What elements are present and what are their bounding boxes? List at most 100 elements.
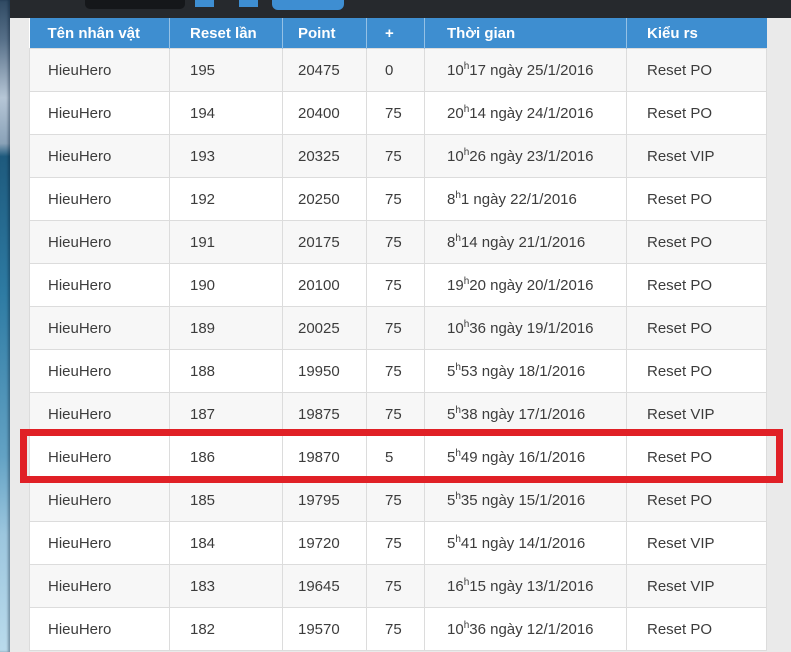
cell-reset-count: 192 [169,177,283,221]
cell-time: 5h35 ngày 15/1/2016 [424,478,627,522]
cell-reset-type: Reset PO [626,220,767,264]
cell-time: 8h1 ngày 22/1/2016 [424,177,627,221]
cell-time: 19h20 ngày 20/1/2016 [424,263,627,307]
cell-reset-count: 188 [169,349,283,393]
cell-character-name: HieuHero [29,134,170,178]
table-row: HieuHero 192 20250 75 8h1 ngày 22/1/2016 Rese… [29,177,767,221]
cell-plus: 75 [366,177,425,221]
cell-reset-type: Reset PO [626,349,767,393]
cell-point: 19570 [282,607,367,651]
table-row: HieuHero 185 19795 75 5h35 ngày 15/1/2016 Res… [29,478,767,522]
column-header-reset-count: Reset lần [169,18,283,49]
cell-point: 20025 [282,306,367,350]
cell-time: 10h36 ngày 12/1/2016 [424,607,627,651]
cell-point: 20100 [282,263,367,307]
cell-reset-type: Reset VIP [626,392,767,436]
reset-history-table-wrap: Tên nhân vật Reset lần Point + Thời gian… [29,18,767,651]
cell-time: 5h49 ngày 16/1/2016 [424,435,627,479]
cell-reset-count: 190 [169,263,283,307]
cell-reset-type: Reset PO [626,435,767,479]
table-row: HieuHero 193 20325 75 10h26 ngày 23/1/2016 Re… [29,134,767,178]
cell-point: 20250 [282,177,367,221]
cell-reset-type: Reset PO [626,607,767,651]
cell-reset-type: Reset PO [626,306,767,350]
cell-plus: 75 [366,263,425,307]
cell-character-name: HieuHero [29,435,170,479]
cell-time: 10h17 ngày 25/1/2016 [424,48,627,92]
cell-reset-type: Reset VIP [626,564,767,608]
cell-plus: 75 [366,134,425,178]
cell-reset-count: 182 [169,607,283,651]
cell-point: 20475 [282,48,367,92]
cell-reset-count: 189 [169,306,283,350]
column-header-point: Point [282,18,367,49]
cell-character-name: HieuHero [29,349,170,393]
column-header-character-name: Tên nhân vật [29,18,170,49]
cell-reset-type: Reset PO [626,263,767,307]
logo-fragment-letter-stroke-icon [239,0,258,7]
cell-point: 19950 [282,349,367,393]
cell-time: 16h15 ngày 13/1/2016 [424,564,627,608]
table-row: HieuHero 195 20475 0 10h17 ngày 25/1/2016 Res… [29,48,767,92]
cell-reset-count: 186 [169,435,283,479]
cell-time: 5h41 ngày 14/1/2016 [424,521,627,565]
cell-character-name: HieuHero [29,607,170,651]
cell-reset-count: 183 [169,564,283,608]
cell-time: 5h53 ngày 18/1/2016 [424,349,627,393]
cell-point: 19870 [282,435,367,479]
cell-reset-count: 195 [169,48,283,92]
cell-reset-type: Reset PO [626,478,767,522]
cell-reset-type: Reset PO [626,177,767,221]
cell-character-name: HieuHero [29,263,170,307]
cell-plus: 75 [366,521,425,565]
cell-plus: 75 [366,564,425,608]
cell-time: 10h26 ngày 23/1/2016 [424,134,627,178]
cell-character-name: HieuHero [29,177,170,221]
cell-reset-count: 185 [169,478,283,522]
table-row: HieuHero 190 20100 75 19h20 ngày 20/1/2016 Re… [29,263,767,307]
table-row: HieuHero 182 19570 75 10h36 ngày 12/1/2016 Re… [29,607,767,651]
table-row-highlighted: HieuHero 186 19870 5 5h49 ngày 16/1/2016 Rese… [29,435,767,479]
cell-character-name: HieuHero [29,478,170,522]
cell-time: 10h36 ngày 19/1/2016 [424,306,627,350]
cell-time: 20h14 ngày 24/1/2016 [424,91,627,135]
cell-point: 20400 [282,91,367,135]
cell-point: 19795 [282,478,367,522]
table-row: HieuHero 194 20400 75 20h14 ngày 24/1/2016 Re… [29,91,767,135]
cell-reset-count: 193 [169,134,283,178]
cell-reset-count: 191 [169,220,283,264]
logo-fragment-letter-curve-icon [272,0,344,10]
cell-plus: 0 [366,48,425,92]
cell-character-name: HieuHero [29,521,170,565]
column-header-plus: + [366,18,425,49]
cell-reset-count: 184 [169,521,283,565]
logo-fragment-letter-stroke-icon [195,0,214,7]
cell-plus: 75 [366,392,425,436]
table-row: HieuHero 184 19720 75 5h41 ngày 14/1/2016 Res… [29,521,767,565]
table-row: HieuHero 189 20025 75 10h36 ngày 19/1/2016 Re… [29,306,767,350]
cell-plus: 75 [366,91,425,135]
cell-plus: 75 [366,478,425,522]
column-header-time: Thời gian [424,18,627,49]
cell-plus: 75 [366,349,425,393]
cell-reset-count: 194 [169,91,283,135]
cell-point: 19875 [282,392,367,436]
cell-plus: 75 [366,306,425,350]
cell-reset-type: Reset VIP [626,521,767,565]
table-header: Tên nhân vật Reset lần Point + Thời gian… [29,18,767,49]
column-header-reset-type: Kiểu rs [626,18,767,49]
cell-character-name: HieuHero [29,91,170,135]
cell-character-name: HieuHero [29,220,170,264]
reset-table-body: HieuHero 195 20475 0 10h17 ngày 25/1/2016 Res… [29,48,767,651]
cell-reset-type: Reset PO [626,91,767,135]
cell-reset-count: 187 [169,392,283,436]
cell-plus: 5 [366,435,425,479]
cell-character-name: HieuHero [29,306,170,350]
table-row: HieuHero 191 20175 75 8h14 ngày 21/1/2016 Res… [29,220,767,264]
table-row: HieuHero 183 19645 75 16h15 ngày 13/1/2016 Re… [29,564,767,608]
table-row: HieuHero 188 19950 75 5h53 ngày 18/1/2016 Res… [29,349,767,393]
cell-reset-type: Reset VIP [626,134,767,178]
cell-plus: 75 [366,607,425,651]
cell-character-name: HieuHero [29,48,170,92]
